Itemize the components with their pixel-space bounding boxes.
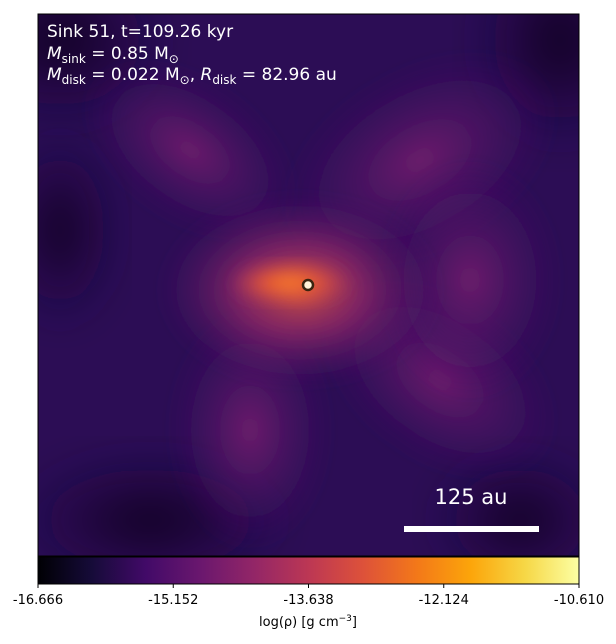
sink-mass-label: Msink = 0.85 M⊙	[47, 44, 179, 66]
colorbar-tick-label: -10.610	[554, 593, 604, 608]
colorbar-tick-label: -16.666	[13, 593, 63, 608]
scalebar	[404, 526, 539, 532]
disk-properties-label: Mdisk = 0.022 M⊙, Rdisk = 82.96 au	[47, 65, 337, 87]
colorbar	[37, 556, 580, 585]
colorbar-ticks: -16.666 -15.152 -13.638 -12.124 -10.610	[13, 584, 604, 608]
scalebar-label: 125 au	[435, 485, 508, 509]
colorbar-tick-label: -15.152	[148, 593, 198, 608]
density-map	[38, 14, 579, 556]
colorbar-tick-label: -13.638	[283, 593, 333, 608]
colorbar-tick-label: -12.124	[419, 593, 469, 608]
colorbar-label: log(ρ) [g cm−3]	[259, 614, 357, 630]
map-frame	[37, 13, 580, 557]
sink-title: Sink 51, t=109.26 kyr	[47, 22, 233, 42]
sink-marker	[301, 278, 315, 292]
